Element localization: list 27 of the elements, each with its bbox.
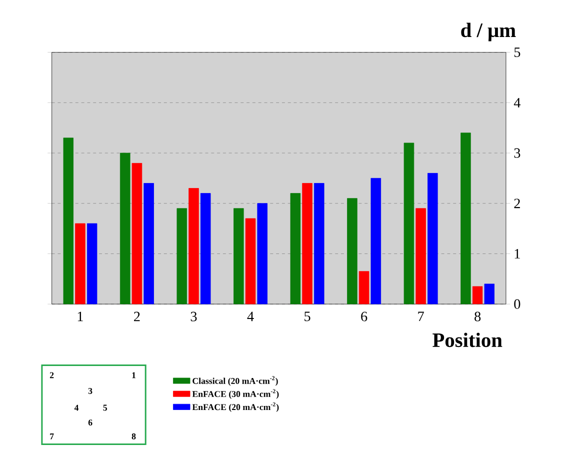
legend-label: Classical (20 mA·cm$^{-2}$) <box>192 376 278 386</box>
text: 4 <box>74 404 79 411</box>
text: 6 <box>88 420 92 426</box>
y-tick-label: 1 <box>514 248 520 258</box>
x-tick-label: 4 <box>247 312 254 321</box>
text: 5 <box>103 404 108 411</box>
text: 3 <box>88 388 92 394</box>
text: 2 <box>50 372 54 378</box>
y-tick-label: 4 <box>514 98 520 108</box>
legend-label: EnFACE (30 mA·cm$^{-2}$) <box>192 389 279 399</box>
text: 7 <box>50 433 54 440</box>
x-tick-label: 5 <box>304 312 310 322</box>
x-tick-label: 2 <box>134 312 140 322</box>
x-tick-label: 3 <box>190 312 197 322</box>
x-tick-label: 7 <box>418 312 424 321</box>
x-axis-title: Position <box>432 332 502 348</box>
legend-label: EnFACE (20 mA·cm$^{-2}$) <box>192 402 279 412</box>
x-tick-label: 6 <box>361 312 368 322</box>
x-tick-label: 1 <box>78 312 83 322</box>
y-axis-title: d / μm <box>461 22 516 42</box>
y-tick-label: 3 <box>514 148 520 158</box>
y-tick-label: 5 <box>514 48 520 57</box>
text: 8 <box>132 433 136 440</box>
y-tick-label: 2 <box>514 198 520 208</box>
y-tick-label: 0 <box>514 299 520 309</box>
text: 1 <box>132 372 136 378</box>
x-tick-label: 8 <box>474 312 481 322</box>
